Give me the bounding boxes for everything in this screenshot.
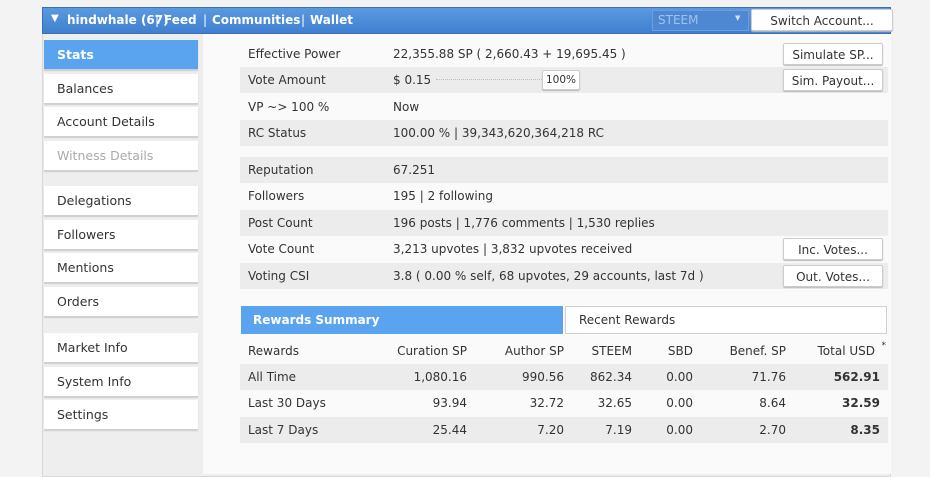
- stat-row: VP ~> 100 % Now: [240, 94, 888, 120]
- rewards-row: Last 7 Days 25.44 7.20 7.19 0.00 2.70 8.35: [240, 417, 888, 443]
- action-button[interactable]: Out. Votes...: [783, 265, 883, 287]
- stat-value: 67.251: [393, 163, 435, 177]
- rewards-cell: Last 7 Days: [248, 423, 319, 437]
- stat-value: $ 0.15: [393, 73, 432, 87]
- rewards-cell: 32.72: [529, 396, 564, 410]
- sidebar-item[interactable]: Delegations: [44, 186, 198, 216]
- rewards-cell: 0.00: [666, 370, 693, 384]
- main-area: [203, 34, 891, 474]
- stat-label: Followers: [248, 189, 305, 203]
- rewards-cell: All Time: [248, 370, 297, 384]
- rewards-cell: 32.65: [597, 396, 632, 410]
- stat-value: 196 posts | 1,776 comments | 1,530 repli…: [393, 216, 655, 230]
- sidebar-item[interactable]: Balances: [44, 73, 198, 104]
- sidebar-item: Witness Details: [44, 141, 198, 172]
- stat-label: Reputation: [248, 163, 314, 177]
- stat-row: Vote Count 3,213 upvotes | 3,832 upvotes …: [240, 236, 888, 262]
- nav-link[interactable]: Wallet: [310, 13, 354, 27]
- stat-row: Voting CSI 3.8 ( 0.00 % self, 68 upvotes,…: [240, 263, 888, 289]
- stat-value: 22,355.88 SP ( 2,660.43 + 19,695.45 ): [393, 47, 626, 61]
- column-header: Curation SP: [397, 344, 467, 358]
- rewards-cell: 8.35: [850, 423, 880, 437]
- action-button[interactable]: Simulate SP...: [783, 43, 883, 65]
- sidebar-item[interactable]: Mentions: [44, 253, 198, 284]
- top-bar: ▼ hindwhale (67) | Feed | Communities | Wallet S…: [42, 7, 893, 34]
- separator: |: [203, 13, 208, 27]
- stat-label: Effective Power: [248, 47, 341, 61]
- rewards-cell: 32.59: [842, 396, 880, 410]
- action-button[interactable]: Inc. Votes...: [783, 238, 883, 260]
- rewards-cell: 7.20: [537, 423, 564, 437]
- rewards-cell: 0.00: [666, 396, 693, 410]
- column-header: Benef. SP: [729, 344, 786, 358]
- stat-row: Reputation 67.251: [240, 157, 888, 183]
- column-header: Rewards: [248, 344, 299, 358]
- sidebar-item[interactable]: Followers: [44, 219, 198, 250]
- stat-label: Vote Amount: [248, 73, 326, 87]
- tab[interactable]: Recent Rewards: [565, 306, 887, 334]
- sidebar-item[interactable]: Stats: [44, 40, 198, 70]
- slider-track[interactable]: [436, 79, 546, 80]
- sidebar-item[interactable]: Account Details: [44, 107, 198, 138]
- stat-label: Post Count: [248, 216, 313, 230]
- rewards-cell: 862.34: [590, 370, 632, 384]
- stat-value: 3.8 ( 0.00 % self, 68 upvotes, 29 accoun…: [393, 269, 704, 283]
- action-button[interactable]: Sim. Payout...: [783, 69, 883, 91]
- stat-row: Effective Power 22,355.88 SP ( 2,660.43 +…: [240, 41, 888, 67]
- rewards-cell: 1,080.16: [413, 370, 467, 384]
- rewards-header: Rewards Curation SP Author SP STEEM SBD Benef…: [240, 338, 888, 364]
- stat-label: VP ~> 100 %: [248, 100, 330, 114]
- currency-select[interactable]: STEEM: [652, 10, 749, 31]
- stat-label: Vote Count: [248, 242, 315, 256]
- rewards-cell: 562.91: [833, 370, 880, 384]
- rewards-cell: 25.44: [432, 423, 467, 437]
- sidebar-item[interactable]: System Info: [44, 366, 198, 397]
- separator: |: [301, 13, 306, 27]
- column-header: Author SP: [504, 344, 564, 358]
- wallet-page: ▼ hindwhale (67) | Feed | Communities | Wallet S…: [42, 7, 893, 477]
- stat-row: Followers 195 | 2 following: [240, 183, 888, 209]
- rewards-cell: 8.64: [759, 396, 786, 410]
- stat-row: Post Count 196 posts | 1,776 comments | 1…: [240, 210, 888, 236]
- rewards-cell: 2.70: [759, 423, 786, 437]
- separator: |: [155, 13, 160, 27]
- rewards-row: Last 30 Days 93.94 32.72 32.65 0.00 8.64 32.59: [240, 390, 888, 416]
- sidebar-item[interactable]: Market Info: [44, 333, 198, 363]
- tab[interactable]: Rewards Summary: [241, 306, 563, 334]
- rewards-cell: 990.56: [522, 370, 564, 384]
- footnote-mark: *: [881, 341, 887, 351]
- rewards-cell: 7.19: [605, 423, 632, 437]
- stat-value: 3,213 upvotes | 3,832 upvotes received: [393, 242, 633, 256]
- caret[interactable]: ▼: [51, 13, 59, 24]
- column-header: SBD: [667, 344, 693, 358]
- stat-value: Now: [393, 100, 420, 114]
- nav-link[interactable]: Communities: [212, 13, 301, 27]
- switch-account-button[interactable]: Switch Account...: [751, 9, 893, 31]
- stat-value: 100.00 % | 39,343,620,364,218 RC: [393, 126, 604, 140]
- stat-row: RC Status 100.00 % | 39,343,620,364,218 R…: [240, 120, 888, 146]
- slider-handle[interactable]: 100%: [542, 70, 580, 90]
- rewards-cell: 71.76: [751, 370, 786, 384]
- stat-value: 195 | 2 following: [393, 189, 493, 203]
- stat-row: Vote Amount $ 0.15 100% Sim. Payout...: [240, 67, 888, 93]
- sidebar-item[interactable]: Orders: [44, 287, 198, 318]
- account-name[interactable]: hindwhale (67): [67, 13, 169, 27]
- rewards-cell: Last 30 Days: [248, 396, 326, 410]
- stat-label: RC Status: [248, 126, 307, 140]
- column-header: Total USD: [817, 344, 875, 358]
- stat-label: Voting CSI: [248, 269, 310, 283]
- rewards-cell: 93.94: [432, 396, 467, 410]
- sidebar-item[interactable]: Settings: [44, 400, 198, 431]
- nav-link[interactable]: Feed: [164, 13, 197, 27]
- rewards-cell: 0.00: [666, 423, 693, 437]
- select-arrow: ▼: [735, 14, 741, 22]
- column-header: STEEM: [591, 344, 632, 358]
- rewards-row: All Time 1,080.16 990.56 862.34 0.00 71.76 562…: [240, 364, 888, 390]
